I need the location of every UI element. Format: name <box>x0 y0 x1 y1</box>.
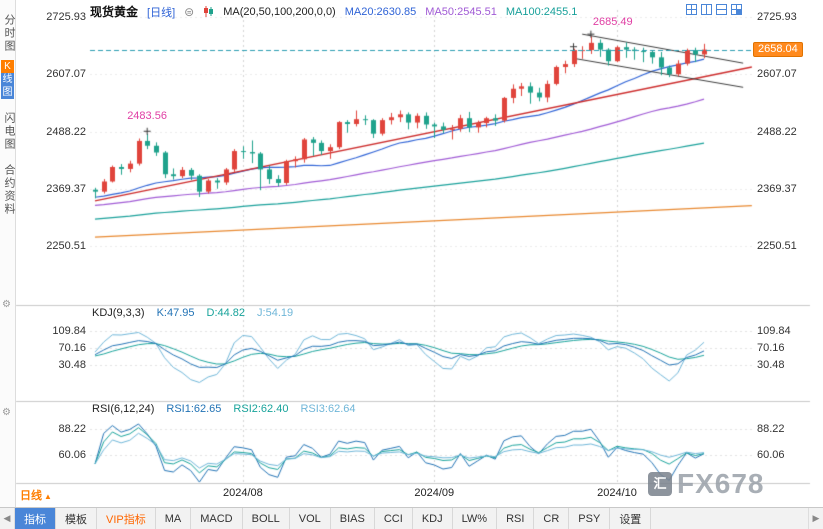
swing-price-annotation: 2483.56 <box>127 109 167 122</box>
right-axis-label: 88.22 <box>757 423 785 436</box>
right-axis-label: 2250.51 <box>757 240 797 253</box>
toolbar-tab-KDJ[interactable]: KDJ <box>413 508 453 529</box>
rsi-label: RSI(6,12,24) <box>92 403 155 415</box>
right-axis-label: 2369.37 <box>757 183 797 196</box>
symbol-name: 现货黄金 <box>90 5 139 19</box>
indicator-toolbar: ◀ 指标 模板 VIP指标 MA MACD BOLL VOL BIAS CCI KDJ LW% RSI… <box>0 507 823 529</box>
watermark-logo: 汇 <box>648 472 672 496</box>
left-sidebar <box>0 0 16 507</box>
layout-icon-group <box>686 4 742 15</box>
kdj-settings-icon[interactable]: ⚙ <box>2 299 11 310</box>
x-axis-label: 2024/08 <box>223 487 263 499</box>
toolbar-spacer <box>651 508 808 529</box>
rsi3-value: RSI3:62.64 <box>300 403 356 415</box>
sidebar-item-0[interactable]: 分时图 <box>3 14 15 53</box>
toolbar-tab-BOLL[interactable]: BOLL <box>243 508 290 529</box>
right-axis-label: 2488.22 <box>757 125 797 138</box>
kdj-j-value: J:54.19 <box>257 307 294 319</box>
toolbar-tab-设置[interactable]: 设置 <box>610 508 652 529</box>
chevron-up-icon: ▲ <box>44 492 52 501</box>
chart-header: 现货黄金 [日线] ⊜ MA(20,50,100,200,0,0) MA20:2… <box>90 3 577 20</box>
left-axis-label: 2725.93 <box>46 10 86 23</box>
rsi1-value: RSI1:62.65 <box>166 403 222 415</box>
toolbar-right-arrow-icon[interactable]: ▶ <box>808 508 823 529</box>
rsi-settings-icon[interactable]: ⚙ <box>2 407 11 418</box>
watermark: 汇 FX678 <box>648 468 765 500</box>
toolbar-tab-CCI[interactable]: CCI <box>375 508 413 529</box>
left-axis-label: 2250.51 <box>46 240 86 253</box>
right-axis-label: 30.48 <box>757 358 785 371</box>
ma-params-label: MA(20,50,100,200,0,0) <box>223 5 336 18</box>
toolbar-tab-VIP指标[interactable]: VIP指标 <box>97 508 156 529</box>
layout-horizontal-icon[interactable] <box>716 4 727 15</box>
toolbar-tab-RSI[interactable]: RSI <box>497 508 535 529</box>
left-axis-label: 2607.07 <box>46 68 86 81</box>
layout-grid-icon[interactable] <box>686 4 697 15</box>
right-axis-label: 109.84 <box>757 325 791 338</box>
toolbar-tab-BIAS[interactable]: BIAS <box>331 508 375 529</box>
swing-price-annotation: 2685.49 <box>592 16 633 29</box>
layout-quad-icon[interactable] <box>731 4 742 15</box>
toolbar-left-arrow-icon[interactable]: ◀ <box>0 508 15 529</box>
toolbar-tab-MACD[interactable]: MACD <box>191 508 243 529</box>
right-axis-label: 60.06 <box>757 448 785 461</box>
x-axis-label: 2024/10 <box>597 487 637 499</box>
current-price-badge: 2658.04 <box>753 41 803 57</box>
period-selector[interactable]: 日线 ▲ <box>20 487 52 503</box>
toolbar-tab-指标[interactable]: 指标 <box>15 508 56 529</box>
sidebar-active-char: 线 <box>1 73 14 86</box>
x-axis-label: 2024/09 <box>414 487 455 499</box>
period-tag[interactable]: [日线] <box>147 6 176 19</box>
kdj-k-value: K:47.95 <box>156 307 195 319</box>
right-axis-label: 2725.93 <box>757 10 797 23</box>
right-axis-label: 2607.07 <box>757 68 797 81</box>
sidebar-active-char: K <box>1 60 14 73</box>
watermark-text: FX678 <box>677 468 765 499</box>
ma50-value: MA50:2545.51 <box>425 5 497 18</box>
rsi2-value: RSI2:62.40 <box>233 403 289 415</box>
sidebar-item-2[interactable]: 闪电图 <box>3 112 15 151</box>
left-axis-label: 60.06 <box>58 448 86 461</box>
left-axis-label: 70.16 <box>58 342 86 355</box>
sidebar-active-char: 图 <box>1 86 14 99</box>
kdj-label: KDJ(9,3,3) <box>92 307 145 319</box>
ma100-value: MA100:2455.1 <box>505 5 578 18</box>
kdj-d-value: D:44.82 <box>206 307 246 319</box>
toolbar-tab-LW%[interactable]: LW% <box>453 508 498 529</box>
period-selector-label: 日线 <box>20 490 42 502</box>
left-axis-label: 2369.37 <box>46 183 86 196</box>
toolbar-tab-PSY[interactable]: PSY <box>569 508 611 529</box>
rsi-legend: RSI(6,12,24) RSI1:62.65 RSI2:62.40 RSI3:… <box>92 403 356 415</box>
kdj-legend: KDJ(9,3,3) K:47.95 D:44.82 J:54.19 <box>92 307 293 319</box>
toolbar-tab-MA[interactable]: MA <box>156 508 192 529</box>
layout-vertical-icon[interactable] <box>701 4 712 15</box>
sidebar-item-3[interactable]: 合约资料 <box>3 164 15 216</box>
left-axis-label: 2488.22 <box>46 125 86 138</box>
toolbar-tab-CR[interactable]: CR <box>534 508 570 529</box>
toolbar-tab-模板[interactable]: 模板 <box>56 508 97 529</box>
right-axis-label: 70.16 <box>757 342 785 355</box>
toolbar-tab-VOL[interactable]: VOL <box>290 508 331 529</box>
menu-circle-icon[interactable]: ⊜ <box>184 4 195 19</box>
left-axis-label: 30.48 <box>58 358 86 371</box>
left-axis-label: 109.84 <box>52 325 86 338</box>
left-axis-label: 88.22 <box>58 423 86 436</box>
ma20-value: MA20:2630.85 <box>344 5 417 18</box>
candle-mini-icon <box>204 6 214 17</box>
